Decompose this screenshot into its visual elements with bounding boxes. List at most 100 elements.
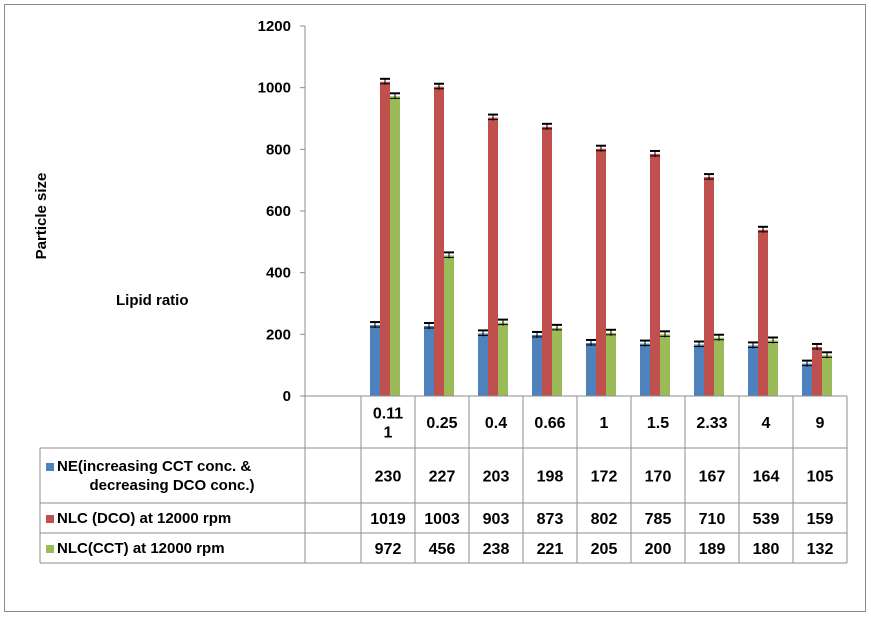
bar <box>498 322 508 396</box>
bar <box>596 148 606 396</box>
error-bar <box>640 339 650 347</box>
error-bar <box>434 82 444 90</box>
data-label: 1003 <box>424 511 460 528</box>
data-label: 539 <box>753 511 780 528</box>
data-label: 164 <box>753 469 780 486</box>
x-tick-label: 1 <box>384 425 393 442</box>
error-bar <box>552 323 562 331</box>
data-label: 1019 <box>370 511 406 528</box>
legend-entry: NE(increasing CCT conc. & <box>57 458 251 475</box>
y-tick-label: 1200 <box>258 18 291 35</box>
bar <box>748 345 758 396</box>
error-bar <box>650 149 660 157</box>
error-bar <box>424 322 434 330</box>
x-tick-label: 0.66 <box>534 415 565 432</box>
data-label: 180 <box>753 541 780 558</box>
data-label: 203 <box>483 469 510 486</box>
error-bar <box>714 333 724 341</box>
data-label: 456 <box>429 541 456 558</box>
legend-entry: decreasing DCO conc.) <box>89 477 254 494</box>
bar <box>532 334 542 396</box>
data-label: 230 <box>375 469 402 486</box>
error-bar <box>478 329 488 337</box>
y-tick-label: 200 <box>266 326 291 343</box>
x-tick-label: 0.4 <box>485 415 507 432</box>
data-label: 802 <box>591 511 618 528</box>
bar <box>822 355 832 396</box>
data-label: 132 <box>807 541 834 558</box>
x-tick-label: 0.25 <box>426 415 457 432</box>
x-tick-label: 1 <box>600 415 609 432</box>
legend-key <box>46 463 54 471</box>
legend-key <box>46 515 54 523</box>
y-tick-label: 0 <box>283 388 291 405</box>
data-table: 0.11 1 0.25 0.4 0.66 1 1.5 2.33 4 9 NE(increasing … <box>39 395 848 564</box>
data-label: 221 <box>537 541 564 558</box>
data-label: 205 <box>591 541 618 558</box>
data-label: 105 <box>807 469 834 486</box>
y-tick-label: 600 <box>266 203 291 220</box>
bar <box>552 327 562 396</box>
data-label: 200 <box>645 541 672 558</box>
x-tick-label: 0.11 <box>373 406 403 423</box>
data-label: 972 <box>375 541 402 558</box>
data-label: 189 <box>699 541 726 558</box>
y-axis-label: Particle size <box>33 173 50 260</box>
error-bar <box>380 77 390 85</box>
data-label: 710 <box>699 511 726 528</box>
error-bar <box>586 338 596 346</box>
data-label: 873 <box>537 511 564 528</box>
error-bar <box>596 144 606 152</box>
error-bar <box>606 328 616 336</box>
error-bar <box>748 341 758 349</box>
bar <box>768 340 778 396</box>
bar <box>714 337 724 396</box>
data-label: 238 <box>483 541 510 558</box>
data-label: 170 <box>645 469 672 486</box>
error-bar <box>390 92 400 100</box>
error-bar <box>660 330 670 338</box>
error-bar <box>370 321 380 329</box>
bar <box>424 326 434 396</box>
bar <box>704 177 714 396</box>
error-bar <box>488 113 498 121</box>
error-bar <box>694 340 704 348</box>
error-bar <box>812 342 822 350</box>
bar <box>606 332 616 396</box>
bar <box>542 126 552 396</box>
bar <box>434 86 444 396</box>
y-tick-label: 800 <box>266 141 291 158</box>
bar <box>660 334 670 396</box>
bars <box>370 77 832 397</box>
data-label: 227 <box>429 469 456 486</box>
legend-entry: NLC (DCO) at 12000 rpm <box>57 510 231 527</box>
x-tick-label: 1.5 <box>647 415 669 432</box>
data-label: 172 <box>591 469 618 486</box>
bar <box>444 255 454 396</box>
data-label: 159 <box>807 511 834 528</box>
x-tick-label: 4 <box>762 415 771 432</box>
data-label: 167 <box>699 469 726 486</box>
bar <box>812 346 822 396</box>
y-tick-label: 400 <box>266 265 291 282</box>
legend-key <box>46 545 54 553</box>
error-bar <box>822 351 832 359</box>
axes: 0 200 400 600 800 1000 1200 <box>258 18 306 405</box>
y-tick-label: 1000 <box>258 80 291 97</box>
bar <box>650 153 660 396</box>
error-bar <box>444 251 454 259</box>
bar <box>758 229 768 396</box>
bar <box>380 81 390 396</box>
bar <box>586 342 596 396</box>
bar <box>390 96 400 397</box>
x-axis-label: Lipid ratio <box>116 292 189 309</box>
error-bar <box>768 336 778 344</box>
x-tick-label: 2.33 <box>696 415 727 432</box>
legend-entry: NLC(CCT) at 12000 rpm <box>57 540 225 557</box>
bar <box>488 117 498 396</box>
bar <box>694 344 704 396</box>
x-tick-label: 9 <box>816 415 825 432</box>
bar <box>640 343 650 396</box>
data-label: 198 <box>537 469 564 486</box>
